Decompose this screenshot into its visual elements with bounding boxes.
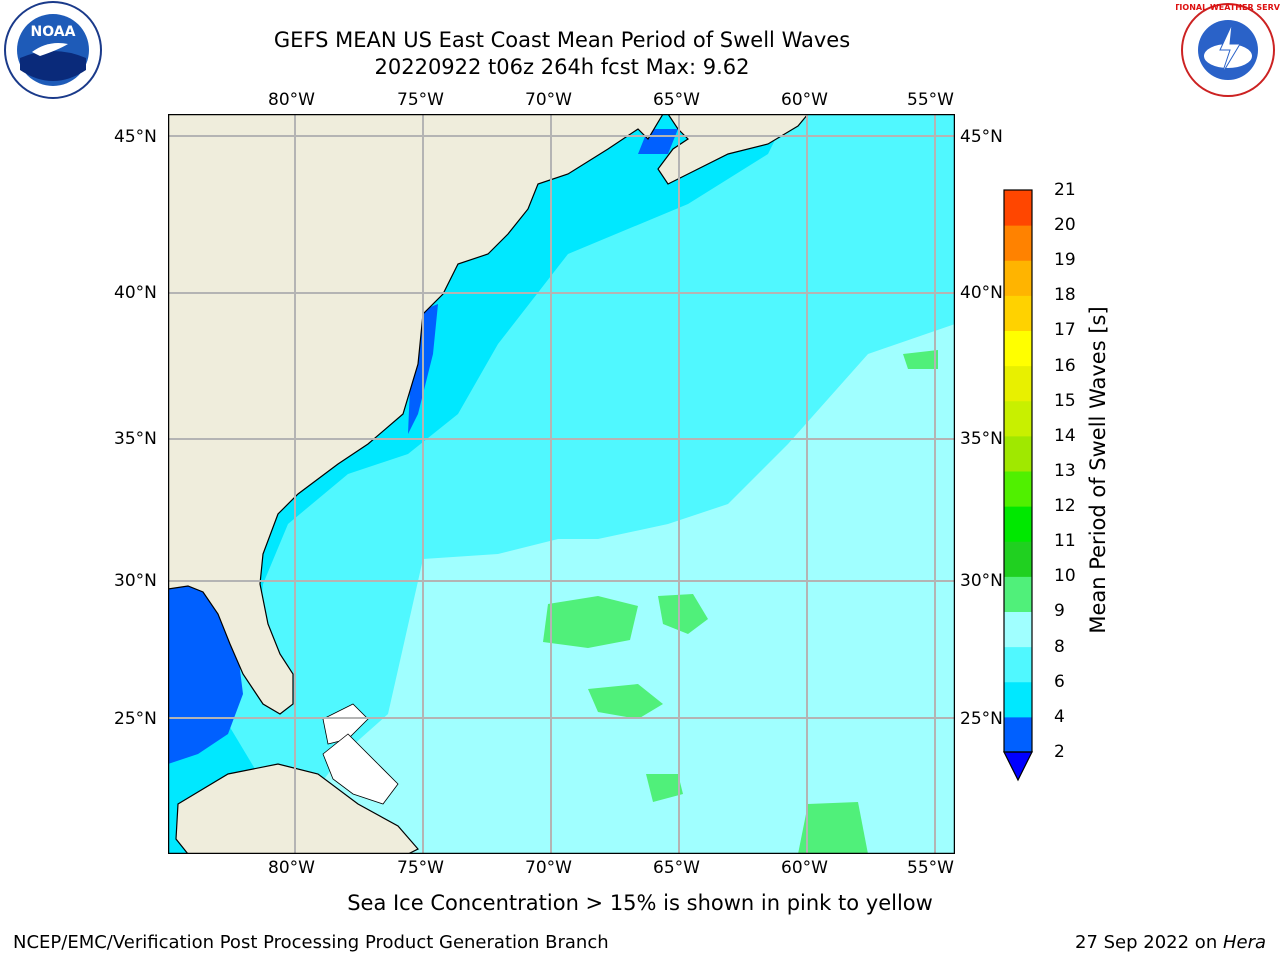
noaa-logo: NOAA	[0, 0, 106, 106]
colorbar-cell	[1004, 611, 1032, 648]
colorbar-cell	[1004, 716, 1032, 753]
colorbar-tick-labels: 21 20 19 18 17 16 15 14 13 12 11 10 9 8 …	[1050, 180, 1110, 780]
colorbar-tick: 11	[1054, 531, 1076, 551]
colorbar-cell	[1004, 295, 1032, 331]
chart-title: GEFS MEAN US East Coast Mean Period of S…	[273, 28, 851, 52]
ocean-9-10	[543, 596, 638, 648]
colorbar-tick: 19	[1054, 250, 1076, 270]
colorbar-tick: 16	[1054, 356, 1076, 376]
lon-label-top: 80°W	[268, 90, 315, 110]
colorbar-cell	[1004, 471, 1032, 507]
lat-label-right: 30°N	[960, 571, 1003, 591]
lon-label-top: 65°W	[653, 90, 700, 110]
credit-text: NCEP/EMC/Verification Post Processing Pr…	[13, 932, 609, 953]
lat-label-left: 35°N	[114, 429, 157, 449]
machine-name: Hera	[1222, 932, 1266, 953]
colorbar-tick: 15	[1054, 391, 1076, 411]
colorbar-tick: 8	[1054, 637, 1065, 657]
lon-label-bottom: 60°W	[781, 858, 828, 878]
colorbar-tick: 9	[1054, 601, 1065, 621]
lat-label-left: 25°N	[114, 709, 157, 729]
nws-logo: NATIONAL WEATHER SERVICE	[1162, 0, 1280, 100]
chart-subtitle: 20220922 t06z 264h fcst Max: 9.62	[374, 55, 750, 79]
colorbar-tick: 13	[1054, 461, 1076, 481]
colorbar-cell	[1004, 576, 1032, 612]
lat-label-left: 45°N	[114, 127, 157, 147]
colorbar-tick: 12	[1054, 496, 1076, 516]
lon-label-top: 75°W	[397, 90, 444, 110]
nws-logo-text: NATIONAL WEATHER SERVICE	[1176, 3, 1280, 12]
noaa-logo-text: NOAA	[31, 24, 76, 40]
lon-label-bottom: 75°W	[397, 858, 444, 878]
lon-label-bottom: 65°W	[653, 858, 700, 878]
lat-label-left: 30°N	[114, 571, 157, 591]
colorbar-cell	[1004, 541, 1032, 577]
lat-label-left: 40°N	[114, 283, 157, 303]
lat-label-right: 35°N	[960, 429, 1003, 449]
lon-label-bottom: 80°W	[268, 858, 315, 878]
colorbar-tick: 21	[1054, 180, 1076, 200]
colorbar	[1003, 189, 1033, 782]
colorbar-tick: 18	[1054, 285, 1076, 305]
colorbar-extend-triangle	[1003, 751, 1033, 782]
us-landmass	[168, 114, 664, 715]
lon-label-bottom: 55°W	[907, 858, 954, 878]
map-panel	[168, 114, 955, 854]
colorbar-frame	[1003, 189, 1033, 753]
colorbar-cell	[1004, 435, 1032, 472]
map-frame	[168, 114, 955, 854]
colorbar-cell	[1004, 365, 1032, 402]
colorbar-cell	[1004, 330, 1032, 367]
lat-label-right: 40°N	[960, 283, 1003, 303]
lon-label-top: 70°W	[525, 90, 572, 110]
colorbar-cell	[1004, 225, 1032, 261]
lat-label-right: 25°N	[960, 709, 1003, 729]
colorbar-cell	[1004, 506, 1032, 542]
colorbar-tick: 14	[1054, 426, 1076, 446]
colorbar-tick: 17	[1054, 320, 1076, 340]
date-stamp: 27 Sep 2022 on Hera	[1075, 932, 1266, 953]
colorbar-cell	[1004, 190, 1032, 226]
sea-ice-note: Sea Ice Concentration > 15% is shown in …	[347, 891, 933, 915]
lat-label-right: 45°N	[960, 127, 1003, 147]
colorbar-tick: 20	[1054, 215, 1076, 235]
colorbar-tick: 6	[1054, 672, 1065, 692]
colorbar-tick: 2	[1054, 742, 1065, 762]
colorbar-tick: 10	[1054, 566, 1076, 586]
lon-label-top: 60°W	[781, 90, 828, 110]
lon-label-top: 55°W	[907, 90, 954, 110]
colorbar-label: Mean Period of Swell Waves [s]	[1086, 306, 1110, 634]
cuba	[175, 763, 419, 854]
lon-label-bottom: 70°W	[525, 858, 572, 878]
colorbar-cell	[1004, 681, 1032, 718]
colorbar-cell	[1004, 260, 1032, 296]
colorbar-cell	[1004, 646, 1032, 683]
bahamas	[322, 703, 369, 745]
colorbar-tick: 4	[1054, 707, 1065, 727]
lat-lon-grid	[168, 114, 955, 854]
colorbar-cell	[1004, 400, 1032, 437]
